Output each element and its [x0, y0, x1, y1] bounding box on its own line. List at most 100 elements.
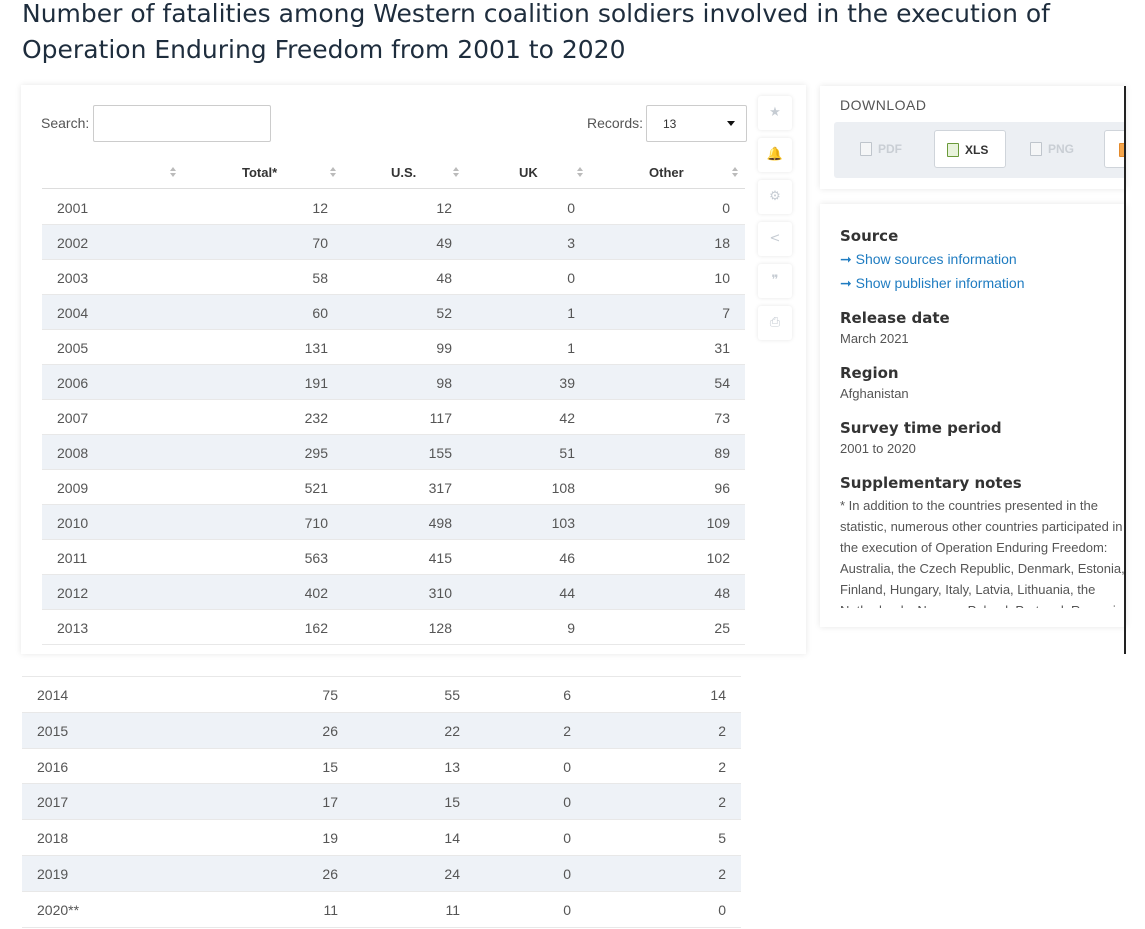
table-row: 2007 232 117 42 73	[42, 400, 745, 435]
download-title: DOWNLOAD	[840, 97, 927, 113]
release-date-value: March 2021	[840, 331, 909, 346]
cell-year: 2013	[57, 620, 89, 636]
cell-uk: 1	[567, 305, 575, 321]
column-header-uk[interactable]: UK	[519, 165, 538, 180]
show-sources-link[interactable]: ➞ Show sources information	[840, 251, 1017, 267]
table-body-continued: 2014 75 55 6 14 2015 26 22 2 2 2016 15 13 0 2 2017 17 15 0…	[22, 676, 741, 928]
cell-year: 2007	[57, 410, 89, 426]
cell-other: 102	[706, 550, 730, 566]
table-row: 2006 191 98 39 54	[42, 365, 745, 400]
cell-year: 2009	[57, 480, 89, 496]
records-select-value: 13	[663, 117, 677, 131]
records-label: Records:	[587, 115, 644, 131]
cell-us: 15	[444, 794, 460, 811]
cell-other: 31	[714, 340, 730, 356]
column-header-total[interactable]: Total*	[242, 165, 278, 180]
cell-uk: 3	[567, 235, 575, 251]
table-row: 2009 521 317 108 96	[42, 470, 745, 505]
download-xls-button[interactable]: XLS	[934, 130, 1006, 168]
cell-us: 22	[444, 722, 460, 739]
cell-uk: 0	[563, 901, 571, 918]
records-select[interactable]: 13	[646, 105, 747, 142]
sort-icon[interactable]	[577, 165, 585, 179]
share-icon[interactable]: <	[758, 222, 792, 256]
cell-year: 2006	[57, 375, 89, 391]
table-row: 2014 75 55 6 14	[22, 677, 741, 713]
cell-total: 11	[323, 901, 338, 918]
action-toolbar: ★ 🔔 ⚙ < ❞ ⎙	[758, 96, 792, 348]
statistic-table-card: Search: Records: 13 Total* U.S. UK Other…	[21, 85, 806, 654]
download-buttons: PDF XLS PNG	[834, 122, 1126, 178]
cell-us: 55	[444, 687, 460, 703]
table-row: 2011 563 415 46 102	[42, 540, 745, 575]
sort-icon[interactable]	[170, 165, 178, 179]
table-row: 2019 26 24 0 2	[22, 855, 741, 892]
cell-total: 17	[322, 794, 338, 811]
cell-us: 317	[428, 480, 452, 496]
search-input[interactable]	[93, 105, 271, 142]
table-row: 2015 26 22 2 2	[22, 712, 741, 749]
cell-total: 70	[312, 235, 328, 251]
cell-year: 2004	[57, 305, 89, 321]
cell-total: 75	[322, 687, 338, 703]
download-ppt-button[interactable]	[1104, 130, 1126, 168]
show-publisher-link[interactable]: ➞ Show publisher information	[840, 275, 1025, 291]
cell-us: 12	[436, 200, 452, 216]
column-header-us[interactable]: U.S.	[391, 165, 417, 180]
cell-uk: 0	[563, 865, 571, 882]
xls-file-icon	[947, 143, 959, 157]
cell-other: 18	[714, 235, 730, 251]
cell-year: 2018	[37, 830, 69, 847]
cell-uk: 44	[559, 585, 575, 601]
table-row: 2010 710 498 103 109	[42, 505, 745, 540]
png-file-icon	[1030, 142, 1042, 156]
cell-uk: 42	[559, 410, 575, 426]
cell-total: 12	[312, 200, 328, 216]
cell-other: 54	[714, 375, 730, 391]
statistic-info-card: Source ➞ Show sources information ➞ Show…	[820, 204, 1126, 627]
sort-icon[interactable]	[330, 165, 338, 179]
download-pdf-button[interactable]: PDF	[848, 130, 930, 168]
cell-total: 58	[312, 270, 328, 286]
cell-uk: 0	[563, 830, 571, 847]
cell-uk: 9	[567, 620, 575, 636]
column-header-other[interactable]: Other	[649, 165, 684, 180]
download-pdf-label: PDF	[878, 142, 902, 156]
cell-us: 310	[428, 585, 452, 601]
sort-icon[interactable]	[732, 165, 740, 179]
download-png-button[interactable]: PNG	[1018, 130, 1100, 168]
download-xls-label: XLS	[965, 143, 989, 157]
quote-icon[interactable]: ❞	[758, 264, 792, 298]
supplementary-notes-heading: Supplementary notes	[840, 474, 1022, 492]
cell-other: 2	[718, 794, 726, 811]
cell-total: 15	[322, 758, 338, 775]
star-icon[interactable]: ★	[758, 96, 792, 130]
region-heading: Region	[840, 364, 899, 382]
print-icon[interactable]: ⎙	[758, 306, 792, 340]
cell-us: 98	[436, 375, 452, 391]
cell-year: 2008	[57, 445, 89, 461]
source-heading: Source	[840, 227, 899, 245]
chevron-down-icon	[727, 121, 735, 126]
cell-total: 60	[312, 305, 328, 321]
sort-icon[interactable]	[453, 165, 461, 179]
panel-edge-divider	[1124, 86, 1126, 654]
cell-uk: 0	[567, 200, 575, 216]
cell-uk: 46	[559, 550, 575, 566]
cell-us: 11	[445, 901, 460, 918]
bell-icon[interactable]: 🔔	[758, 138, 792, 172]
gear-icon[interactable]: ⚙	[758, 180, 792, 214]
table-row: 2005 131 99 1 31	[42, 330, 745, 365]
table-row: 2002 70 49 3 18	[42, 225, 745, 260]
cell-total: 19	[322, 830, 338, 847]
release-date-heading: Release date	[840, 309, 950, 327]
cell-us: 498	[428, 515, 452, 531]
cell-uk: 0	[563, 758, 571, 775]
cell-total: 521	[304, 480, 328, 496]
table-row: 2003 58 48 0 10	[42, 260, 745, 295]
cell-uk: 0	[567, 270, 575, 286]
cell-total: 162	[304, 620, 328, 636]
cell-us: 52	[436, 305, 452, 321]
search-label: Search:	[41, 115, 90, 131]
page-title: Number of fatalities among Western coali…	[22, 0, 1050, 64]
